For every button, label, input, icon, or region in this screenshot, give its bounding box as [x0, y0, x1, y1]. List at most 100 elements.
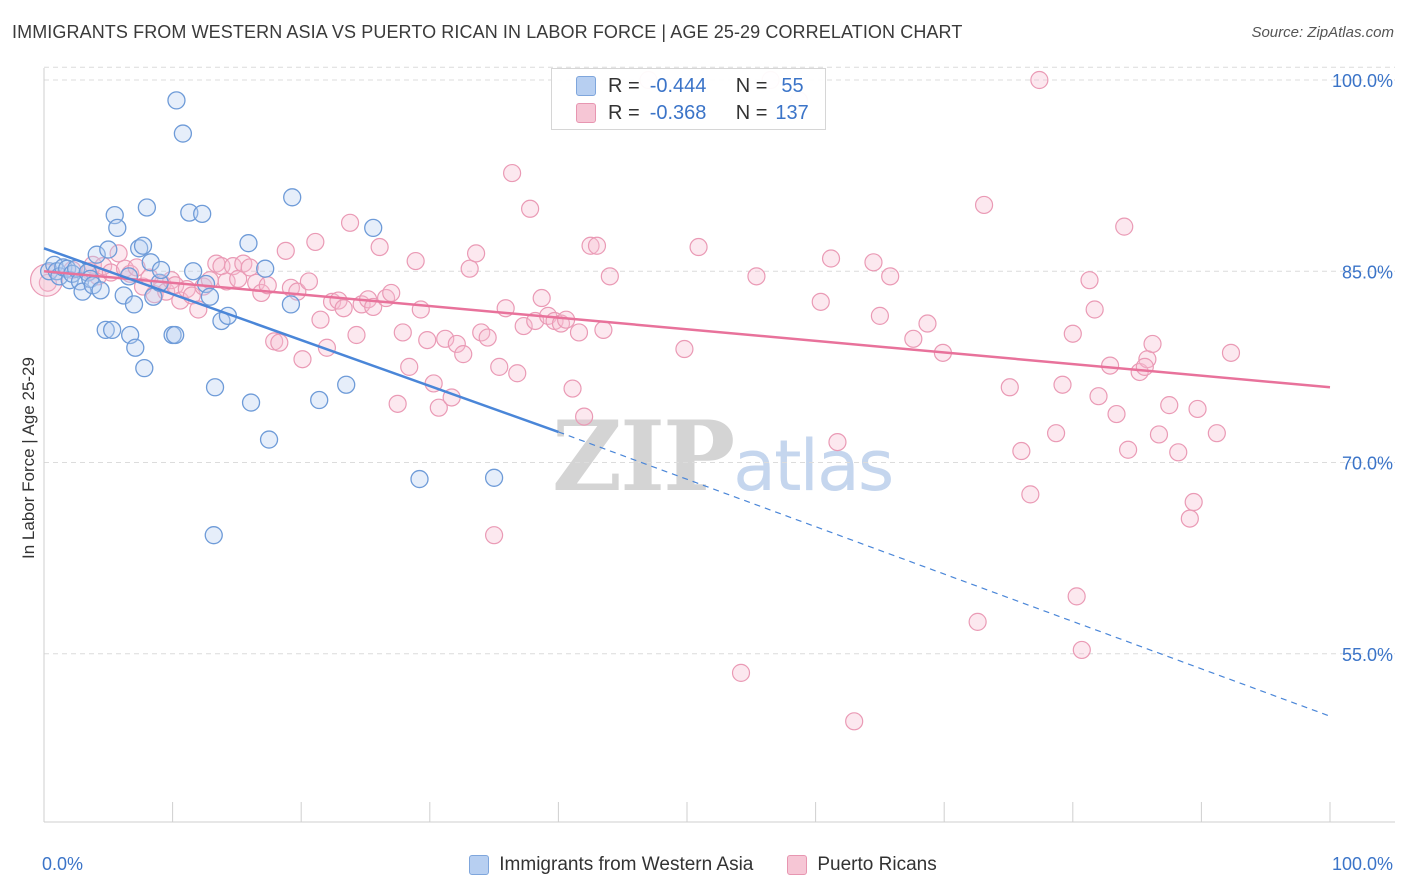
- data-point-puerto-ricans: [1118, 440, 1138, 459]
- data-point-western-asia: [108, 218, 127, 238]
- data-point-puerto-ricans: [532, 288, 551, 308]
- data-point-puerto-ricans: [1143, 334, 1162, 354]
- data-point-puerto-ricans: [600, 267, 619, 286]
- data-point-puerto-ricans: [747, 267, 766, 286]
- data-point-western-asia: [364, 218, 383, 238]
- data-point-western-asia: [256, 259, 275, 278]
- y-tick-label: 100.0%: [1332, 71, 1393, 91]
- data-point-puerto-ricans: [974, 195, 994, 215]
- series-western-asia-points: [39, 91, 504, 545]
- data-point-western-asia: [126, 338, 145, 357]
- trend-line-western-asia: [43, 247, 559, 434]
- data-point-puerto-ricans: [1063, 324, 1082, 343]
- axes: [43, 68, 1395, 823]
- data-point-puerto-ricans: [1012, 441, 1031, 461]
- data-point-puerto-ricans: [864, 253, 883, 272]
- data-point-puerto-ricans: [1180, 509, 1199, 528]
- data-point-puerto-ricans: [306, 232, 325, 252]
- data-point-puerto-ricans: [731, 663, 751, 682]
- data-point-puerto-ricans: [563, 379, 582, 398]
- data-point-puerto-ricans: [811, 292, 830, 311]
- n-label: N =: [735, 74, 768, 97]
- data-point-western-asia: [200, 287, 220, 306]
- data-point-puerto-ricans: [828, 433, 847, 452]
- data-point-puerto-ricans: [1053, 375, 1072, 394]
- data-point-puerto-ricans: [581, 236, 600, 255]
- data-point-puerto-ricans: [478, 328, 497, 347]
- n-label: N =: [735, 101, 768, 124]
- data-point-puerto-ricans: [503, 163, 522, 183]
- data-point-puerto-ricans: [460, 259, 479, 278]
- data-point-puerto-ricans: [1188, 399, 1207, 419]
- data-point-western-asia: [193, 204, 212, 224]
- data-point-western-asia: [283, 188, 302, 207]
- legend-item-puerto-ricans[interactable]: Puerto Ricans: [787, 854, 937, 876]
- data-point-puerto-ricans: [594, 320, 613, 339]
- data-point-western-asia: [141, 253, 160, 272]
- data-point-puerto-ricans: [429, 398, 448, 417]
- data-point-puerto-ricans: [968, 612, 987, 631]
- legend-swatch-pink: [787, 855, 808, 875]
- data-point-puerto-ricans: [382, 283, 401, 303]
- data-point-puerto-ricans: [1072, 640, 1091, 660]
- data-point-puerto-ricans: [299, 272, 319, 291]
- data-point-puerto-ricans: [406, 251, 425, 271]
- series-puerto-ricans-points: [29, 70, 1241, 731]
- legend-swatch-blue: [469, 855, 490, 875]
- data-point-western-asia: [337, 375, 356, 394]
- data-point-western-asia: [184, 262, 203, 281]
- data-point-puerto-ricans: [1080, 271, 1099, 290]
- data-point-puerto-ricans: [270, 333, 289, 352]
- data-point-puerto-ricans: [364, 297, 383, 317]
- data-point-puerto-ricans: [311, 310, 330, 329]
- r-label: R =: [608, 74, 640, 97]
- stats-row-western-asia: R = -0.444 N = 55: [576, 73, 804, 99]
- trend-line-puerto-ricans: [43, 270, 1331, 389]
- data-point-western-asia: [87, 245, 106, 264]
- data-point-puerto-ricans: [1085, 300, 1104, 319]
- data-point-western-asia: [410, 469, 429, 489]
- data-point-puerto-ricans: [1149, 425, 1169, 444]
- source-credit: Source: ZipAtlas.com: [1251, 24, 1394, 41]
- r-value: -0.368: [649, 101, 707, 124]
- data-point-puerto-ricans: [240, 258, 259, 277]
- data-point-puerto-ricans: [1184, 492, 1203, 512]
- r-value: -0.444: [649, 74, 707, 97]
- data-point-puerto-ricans: [490, 357, 509, 376]
- data-point-western-asia: [166, 325, 185, 345]
- y-tick-label: 85.0%: [1342, 262, 1393, 282]
- data-point-puerto-ricans: [1021, 485, 1040, 504]
- data-point-puerto-ricans: [370, 237, 389, 257]
- data-point-puerto-ricans: [1207, 424, 1226, 443]
- data-point-western-asia: [137, 198, 157, 217]
- data-point-western-asia: [173, 124, 193, 143]
- data-point-western-asia: [259, 430, 279, 449]
- data-point-puerto-ricans: [1221, 343, 1241, 362]
- data-point-puerto-ricans: [447, 334, 466, 354]
- stats-legend: R = -0.444 N = 55 R = -0.368 N = 137: [551, 68, 826, 130]
- data-point-western-asia: [241, 393, 261, 412]
- data-point-western-asia: [151, 260, 171, 280]
- chart-title: IMMIGRANTS FROM WESTERN ASIA VS PUERTO R…: [12, 22, 963, 42]
- legend-label-puerto-ricans: Puerto Ricans: [817, 854, 937, 875]
- data-point-puerto-ricans: [569, 323, 589, 342]
- data-point-western-asia: [310, 390, 329, 410]
- tick-labels: 55.0% 70.0% 85.0% 100.0% 0.0% 100.0% In Labor …: [19, 71, 1393, 874]
- data-point-puerto-ricans: [587, 236, 607, 255]
- r-label: R =: [608, 101, 640, 124]
- data-point-western-asia: [204, 526, 223, 545]
- trend-lines: [43, 247, 1331, 717]
- legend-item-western-asia[interactable]: Immigrants from Western Asia: [469, 854, 753, 876]
- data-point-puerto-ricans: [347, 325, 366, 345]
- data-point-puerto-ricans: [1089, 387, 1108, 406]
- data-point-puerto-ricans: [393, 323, 412, 342]
- data-point-puerto-ricans: [293, 350, 312, 369]
- data-point-western-asia: [91, 281, 110, 300]
- data-point-western-asia: [484, 468, 504, 487]
- data-point-puerto-ricans: [334, 299, 353, 318]
- data-point-puerto-ricans: [1107, 404, 1126, 424]
- data-point-puerto-ricans: [514, 316, 533, 336]
- data-point-western-asia: [205, 378, 225, 397]
- y-axis-label: In Labor Force | Age 25-29: [19, 357, 38, 559]
